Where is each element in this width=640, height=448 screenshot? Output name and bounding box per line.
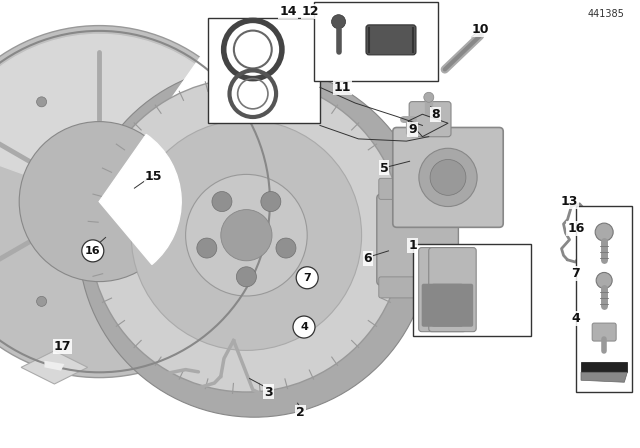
Circle shape	[430, 159, 466, 195]
Circle shape	[261, 192, 281, 211]
Wedge shape	[99, 134, 181, 264]
FancyBboxPatch shape	[422, 284, 463, 327]
Circle shape	[595, 223, 613, 241]
Wedge shape	[99, 53, 280, 340]
FancyBboxPatch shape	[393, 128, 503, 227]
Circle shape	[596, 272, 612, 289]
Text: 4: 4	[572, 311, 580, 325]
Circle shape	[90, 78, 403, 392]
Circle shape	[131, 120, 362, 350]
FancyBboxPatch shape	[432, 284, 473, 327]
Bar	[208, 18, 320, 123]
Text: 6: 6	[364, 252, 372, 266]
Text: 9: 9	[408, 123, 417, 137]
Circle shape	[186, 174, 307, 296]
FancyBboxPatch shape	[377, 194, 458, 285]
Polygon shape	[581, 372, 627, 382]
Text: 3: 3	[264, 385, 273, 399]
Circle shape	[221, 210, 272, 261]
Bar	[314, 2, 438, 81]
FancyBboxPatch shape	[366, 25, 416, 55]
FancyBboxPatch shape	[379, 178, 416, 199]
Text: 5: 5	[380, 161, 388, 175]
Circle shape	[296, 267, 318, 289]
Circle shape	[0, 26, 275, 378]
Circle shape	[36, 297, 47, 306]
Text: 15: 15	[145, 170, 163, 184]
Circle shape	[424, 92, 434, 102]
Text: 8: 8	[431, 108, 440, 121]
Bar	[576, 206, 632, 392]
Text: 10: 10	[471, 22, 489, 36]
FancyBboxPatch shape	[419, 248, 466, 332]
Text: 14: 14	[279, 4, 297, 18]
Circle shape	[19, 121, 179, 282]
Text: 13: 13	[561, 195, 579, 208]
Circle shape	[79, 65, 430, 417]
Circle shape	[197, 238, 217, 258]
Circle shape	[332, 15, 346, 29]
FancyBboxPatch shape	[429, 248, 476, 332]
Circle shape	[236, 267, 257, 287]
Circle shape	[293, 316, 315, 338]
FancyBboxPatch shape	[379, 277, 416, 298]
Circle shape	[82, 240, 104, 262]
FancyBboxPatch shape	[592, 323, 616, 341]
Circle shape	[419, 148, 477, 207]
Circle shape	[212, 192, 232, 211]
Text: 16: 16	[567, 222, 585, 235]
Wedge shape	[0, 34, 264, 202]
Text: 12: 12	[301, 4, 319, 18]
Text: 11: 11	[333, 81, 351, 94]
Circle shape	[36, 97, 47, 107]
Circle shape	[276, 238, 296, 258]
Bar	[413, 244, 531, 336]
Polygon shape	[44, 361, 65, 370]
Text: 7: 7	[303, 273, 311, 283]
Text: 7: 7	[572, 267, 580, 280]
Text: 2: 2	[296, 405, 305, 419]
Polygon shape	[21, 351, 88, 384]
Text: 1: 1	[408, 238, 417, 252]
Text: 441385: 441385	[587, 9, 624, 19]
Text: 17: 17	[54, 340, 72, 353]
Text: 4: 4	[300, 322, 308, 332]
FancyBboxPatch shape	[409, 102, 451, 137]
Text: 16: 16	[85, 246, 100, 256]
Polygon shape	[581, 362, 627, 372]
